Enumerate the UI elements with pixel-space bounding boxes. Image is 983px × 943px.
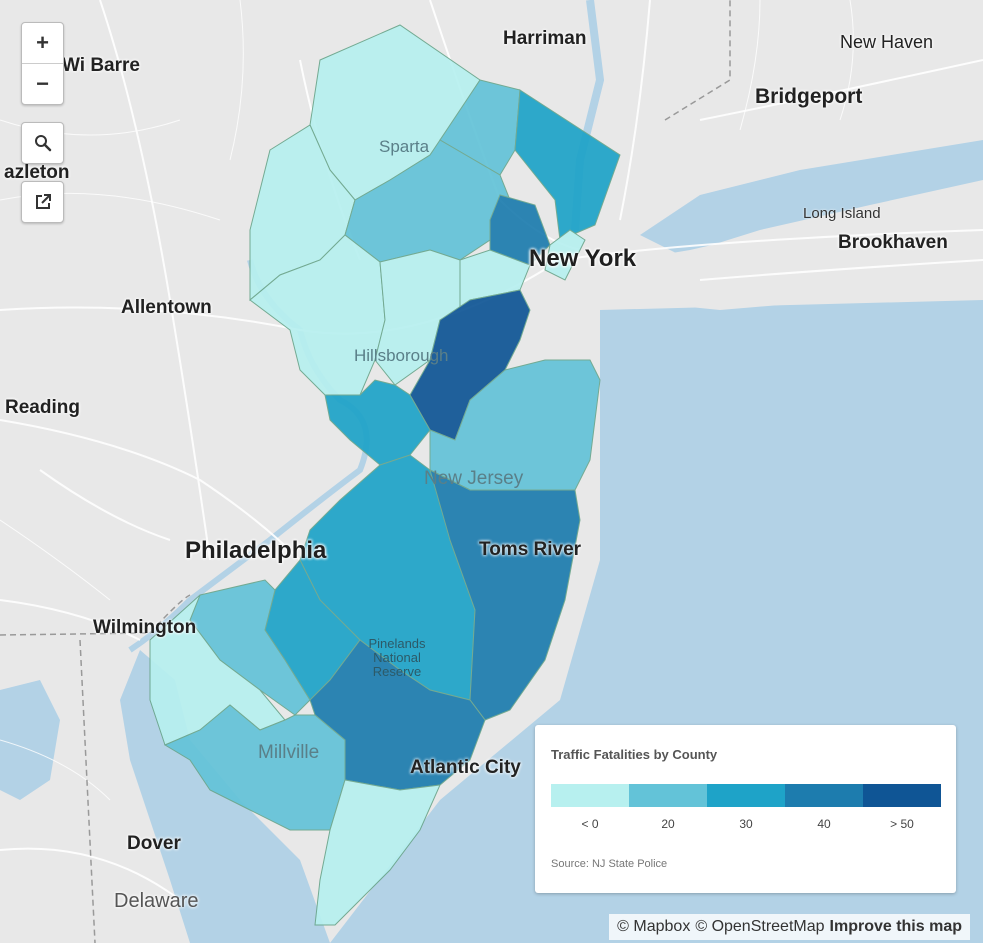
place-label-philadelphia: Philadelphia xyxy=(185,537,327,564)
county-hudson xyxy=(544,229,586,281)
zoom-in-button[interactable]: + xyxy=(22,23,63,64)
geocoder-search-button[interactable] xyxy=(21,122,64,164)
place-label-bridgeport: Bridgeport xyxy=(755,85,863,108)
place-label-brookhaven: Brookhaven xyxy=(838,232,948,253)
place-label-new-haven: New Haven xyxy=(840,32,934,52)
county-ocean xyxy=(429,469,581,721)
legend-ticks: < 0 20 30 40 > 50 xyxy=(551,817,941,831)
legend-swatch-4 xyxy=(785,784,863,807)
legend-swatch-2 xyxy=(629,784,707,807)
place-label-allentown: Allentown xyxy=(121,297,212,318)
zoom-out-button[interactable]: − xyxy=(36,71,49,96)
long-island xyxy=(600,190,983,310)
improve-map-link[interactable]: Improve this map xyxy=(829,918,962,935)
place-label-wilmington: Wilmington xyxy=(93,617,197,638)
long-island-sound xyxy=(640,140,983,255)
place-label-millville: Millville xyxy=(258,742,320,763)
place-label-reading: Reading xyxy=(5,397,80,418)
legend-tick: > 50 xyxy=(890,817,914,831)
legend-panel: Traffic Fatalities by County < 0 20 30 4… xyxy=(535,725,956,893)
place-label-delaware: Delaware xyxy=(114,890,199,912)
legend-tick: 40 xyxy=(817,817,831,831)
legend-tick: 20 xyxy=(661,817,675,831)
attribution-bar: © Mapbox © OpenStreetMap Improve this ma… xyxy=(609,914,970,940)
chesapeake xyxy=(0,680,60,800)
place-label-atlantic-city: Atlantic City xyxy=(410,757,521,778)
place-label-harriman: Harriman xyxy=(503,28,587,49)
search-icon xyxy=(34,135,51,152)
legend-tick: < 0 xyxy=(581,817,599,831)
legend-swatch-5 xyxy=(863,784,941,807)
place-label-new-york: New York xyxy=(529,245,637,272)
place-label-wilkes-barre: Wi Barre xyxy=(62,55,140,76)
open-external-button[interactable] xyxy=(21,181,64,223)
external-link-icon xyxy=(35,194,51,209)
legend-swatch-3 xyxy=(707,784,785,807)
place-label-pinelands: Pinelands National Reserve xyxy=(368,636,426,679)
place-label-sparta: Sparta xyxy=(379,137,430,156)
county-cape-may xyxy=(314,779,441,926)
legend-swatch-1 xyxy=(551,784,629,807)
attribution-mapbox-link[interactable]: © Mapbox xyxy=(617,918,691,935)
zoom-control: + − xyxy=(21,22,64,105)
legend-color-scale xyxy=(551,784,941,807)
place-label-long-island: Long Island xyxy=(803,205,881,222)
attribution-osm-link[interactable]: © OpenStreetMap xyxy=(695,918,825,935)
nj-counties xyxy=(149,24,621,926)
legend-source: Source: NJ State Police xyxy=(551,858,668,870)
legend-title: Traffic Fatalities by County xyxy=(551,747,718,762)
legend-tick: 30 xyxy=(739,817,753,831)
place-label-hillsborough: Hillsborough xyxy=(354,346,449,365)
place-label-hazleton: azleton xyxy=(4,162,70,183)
place-label-new-jersey: New Jersey xyxy=(424,468,524,489)
place-label-toms-river: Toms River xyxy=(479,539,582,560)
county-cumberland xyxy=(163,704,346,831)
place-label-dover: Dover xyxy=(127,833,181,854)
